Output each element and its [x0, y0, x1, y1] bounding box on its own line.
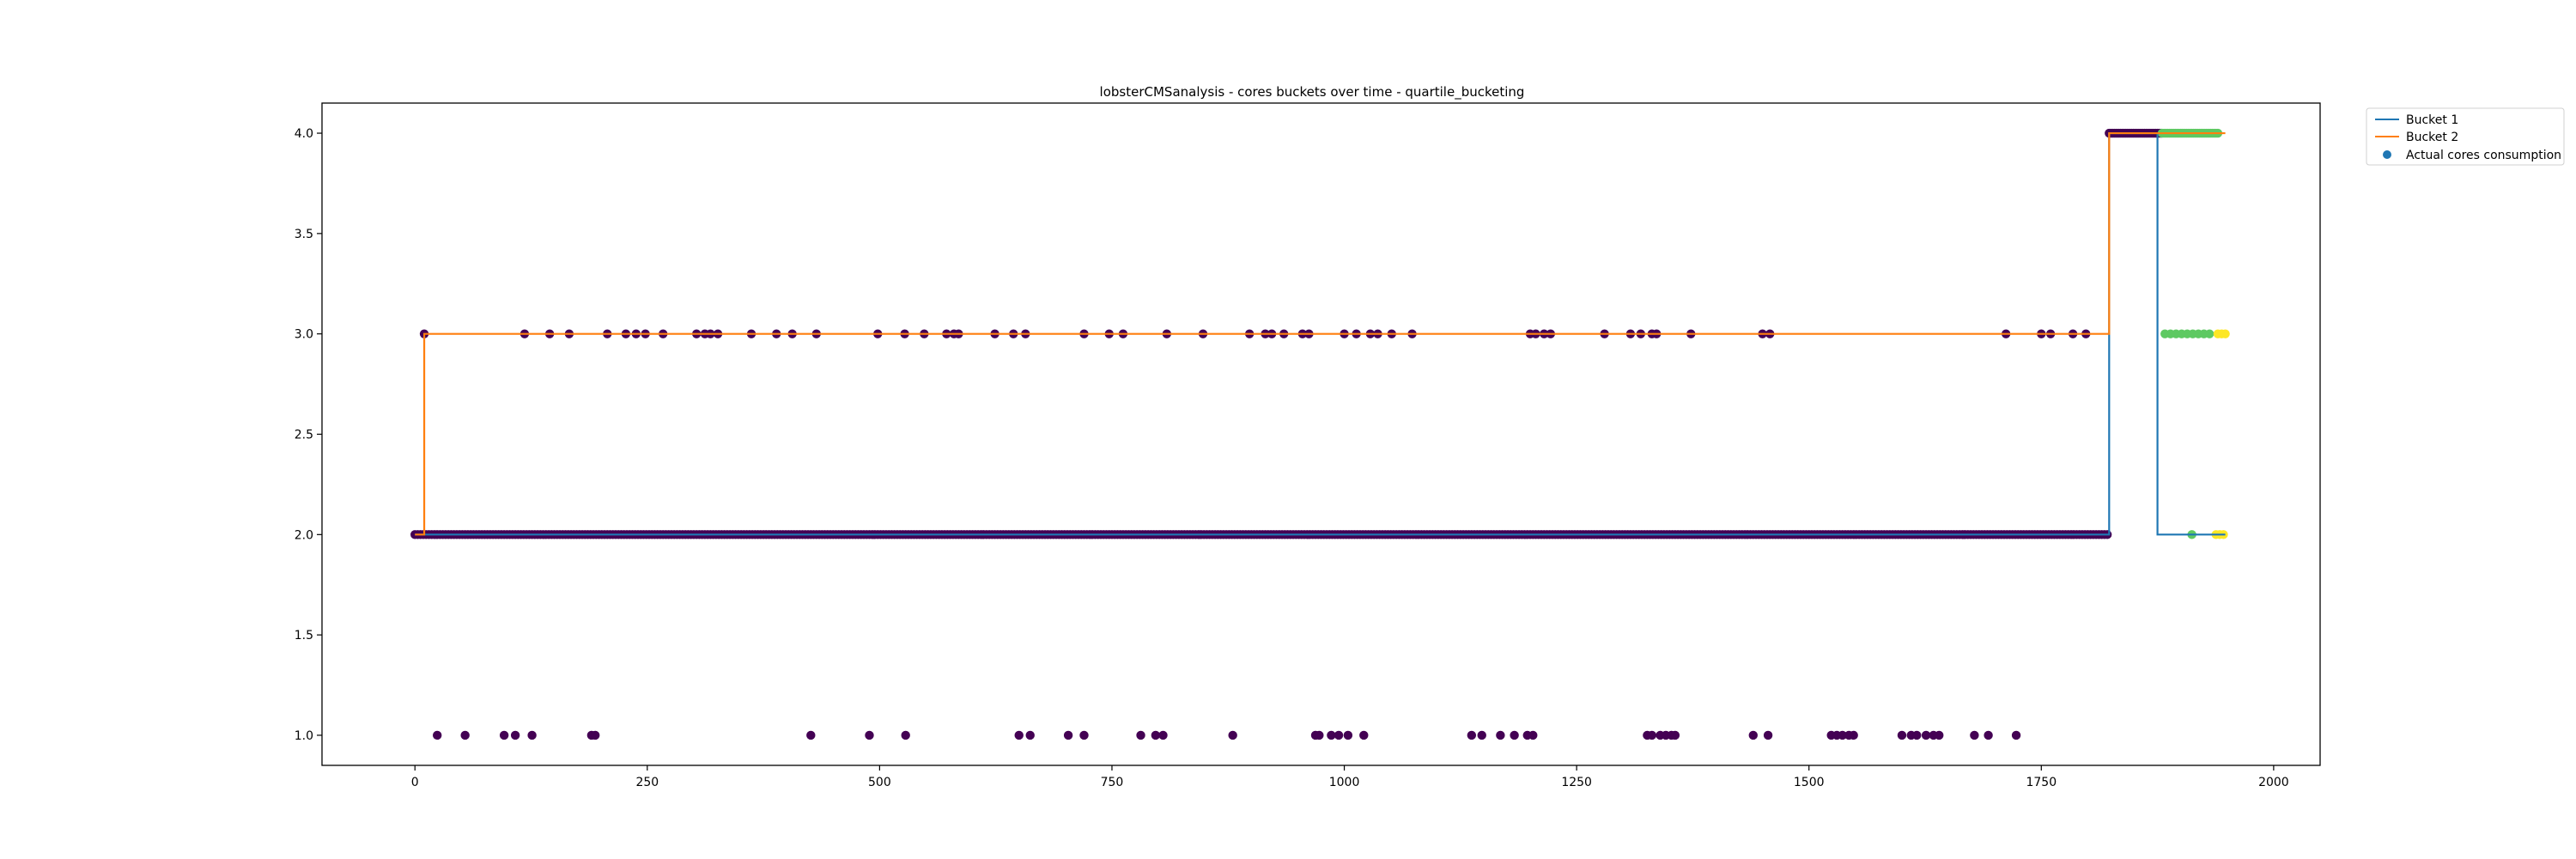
x-tick-label: 250 [635, 776, 659, 789]
scatter-point [1935, 730, 1944, 740]
scatter-point [1970, 730, 1979, 740]
scatter-point [1912, 730, 1922, 740]
scatter-point [1014, 730, 1024, 740]
scatter-point [1315, 730, 1324, 740]
x-tick-label: 1000 [1329, 776, 1360, 789]
scatter-point [1025, 730, 1035, 740]
y-tick-label: 3.0 [295, 328, 313, 342]
axes: 0 250 500 750 1000 1250 1500 1750 2000 1.0 1.5 2.0 2… [295, 127, 2289, 789]
scatter-point [1921, 730, 1931, 740]
x-tick-label: 500 [868, 776, 891, 789]
scatter-point [1359, 730, 1369, 740]
scatter-point [1647, 730, 1657, 740]
legend-bucket-1-label: Bucket 1 [2406, 113, 2458, 127]
legend: Bucket 1 Bucket 2 Actual cores consumpti… [2366, 107, 2565, 166]
scatter-point [2221, 329, 2230, 338]
legend-box [2366, 107, 2565, 166]
scatter-point [1528, 730, 1538, 740]
chart-title: lobsterCMSanalysis - cores buckets over … [1100, 84, 1525, 101]
scatter-point [591, 730, 600, 740]
scatter-point [1984, 730, 1993, 740]
scatter-point [1510, 730, 1519, 740]
y-tick-label: 4.0 [295, 127, 313, 141]
y-tick-label: 2.5 [295, 429, 313, 442]
scatter-point [510, 730, 520, 740]
legend-bucket-2-label: Bucket 2 [2406, 131, 2458, 144]
scatter-point [1151, 730, 1161, 740]
series-line-bucket-2 [415, 131, 2226, 536]
x-tick-label: 1750 [2026, 776, 2057, 789]
scatter-point [527, 730, 537, 740]
scatter-point [1467, 730, 1477, 740]
y-tick-label: 2.0 [295, 528, 313, 542]
scatter-point [499, 730, 509, 740]
scatter-point [433, 730, 442, 740]
scatter-point [1897, 730, 1907, 740]
y-tick-label: 3.5 [295, 228, 313, 241]
scatter-point [1748, 730, 1758, 740]
y-tick-label: 1.5 [295, 629, 313, 643]
scatter-point [1079, 730, 1089, 740]
scatter-point [2205, 329, 2215, 338]
x-tick-label: 0 [411, 776, 419, 789]
scatter-point [1063, 730, 1073, 740]
legend-actual-consumption-label: Actual cores consumption [2406, 149, 2561, 162]
scatter-point [1849, 730, 1858, 740]
legend-actual-consumption-marker [2383, 150, 2391, 159]
scatter-point [1343, 730, 1353, 740]
scatter-point [1228, 730, 1237, 740]
x-tick-label: 1250 [1561, 776, 1592, 789]
scatter-point [1158, 730, 1168, 740]
y-tick-label: 1.0 [295, 729, 313, 743]
scatter-point [1477, 730, 1486, 740]
scatter-point [1838, 730, 1847, 740]
scatter-point [460, 730, 470, 740]
x-tick-label: 2000 [2258, 776, 2289, 789]
x-tick-label: 1500 [1794, 776, 1825, 789]
scatter-point [1136, 730, 1145, 740]
scatter-point [806, 730, 816, 740]
scatter-point [865, 730, 874, 740]
plot-area [410, 128, 2230, 740]
scatter-point [1327, 730, 1336, 740]
scatter-point [1670, 730, 1680, 740]
scatter-point [1496, 730, 1505, 740]
scatter-point [1763, 730, 1773, 740]
scatter-point [901, 730, 910, 740]
x-tick-label: 750 [1101, 776, 1124, 789]
scatter-point [2011, 730, 2021, 740]
scatter-point [1334, 730, 1344, 740]
